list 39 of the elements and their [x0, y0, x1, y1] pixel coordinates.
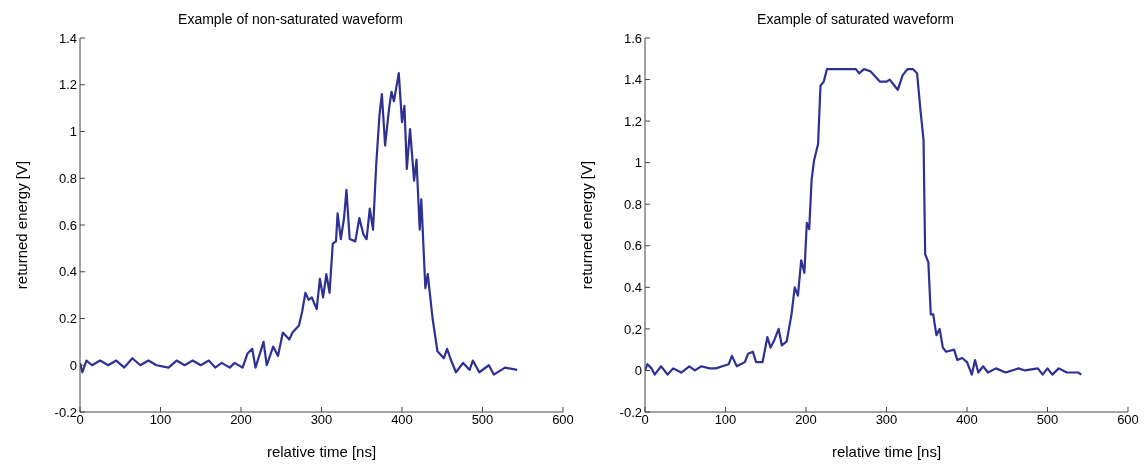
x-tick-label: 600: [1117, 412, 1139, 428]
y-tick-label: 0.6: [623, 238, 642, 254]
x-tick-label: 400: [391, 412, 413, 428]
y-tick-label: 0.6: [58, 217, 77, 233]
chart-title: Example of non-saturated waveform: [177, 10, 404, 29]
line-series: [80, 71, 519, 376]
x-tick-label: 500: [471, 412, 494, 428]
y-tick-label: 1.2: [623, 113, 642, 129]
chart-title: Example of saturated waveform: [756, 10, 955, 29]
y-tick-label: 0.8: [58, 170, 77, 186]
x-tick-label: 300: [310, 412, 333, 428]
y-tick-label: -0.2: [619, 404, 642, 420]
y-tick-label: 0.4: [623, 279, 642, 295]
x-tick-label: 400: [956, 412, 978, 428]
x-tick-label: 200: [795, 412, 817, 428]
line-series: [645, 68, 1083, 376]
x-axis-title: relative time [ns]: [831, 443, 942, 460]
y-tick-label: -0.2: [54, 404, 77, 420]
y-tick-label: 1.4: [623, 72, 642, 88]
y-tick-label: 0: [69, 357, 77, 373]
x-tick-label: 500: [1036, 412, 1059, 428]
y-tick-label: 1.4: [58, 30, 77, 46]
y-tick-label: 0.8: [623, 196, 642, 212]
y-tick-label: 0.4: [58, 264, 77, 280]
y-tick-label: 0.2: [58, 311, 77, 327]
x-tick-label: 300: [875, 412, 898, 428]
y-tick-label: 1.6: [623, 30, 642, 46]
y-tick-label: 0: [634, 363, 642, 379]
y-axis-title: returned energy [V]: [578, 160, 596, 290]
x-axis-title: relative time [ns]: [266, 443, 377, 460]
y-tick-label: 1: [69, 124, 77, 140]
x-tick-label: 100: [714, 412, 737, 428]
y-tick-label: 0.2: [623, 321, 642, 337]
x-tick-label: 600: [552, 412, 574, 428]
y-tick-label: 1: [634, 155, 642, 171]
x-tick-label: 100: [149, 412, 172, 428]
y-axis-title: returned energy [V]: [13, 160, 31, 290]
y-tick-label: 1.2: [58, 77, 77, 93]
x-tick-label: 200: [230, 412, 252, 428]
